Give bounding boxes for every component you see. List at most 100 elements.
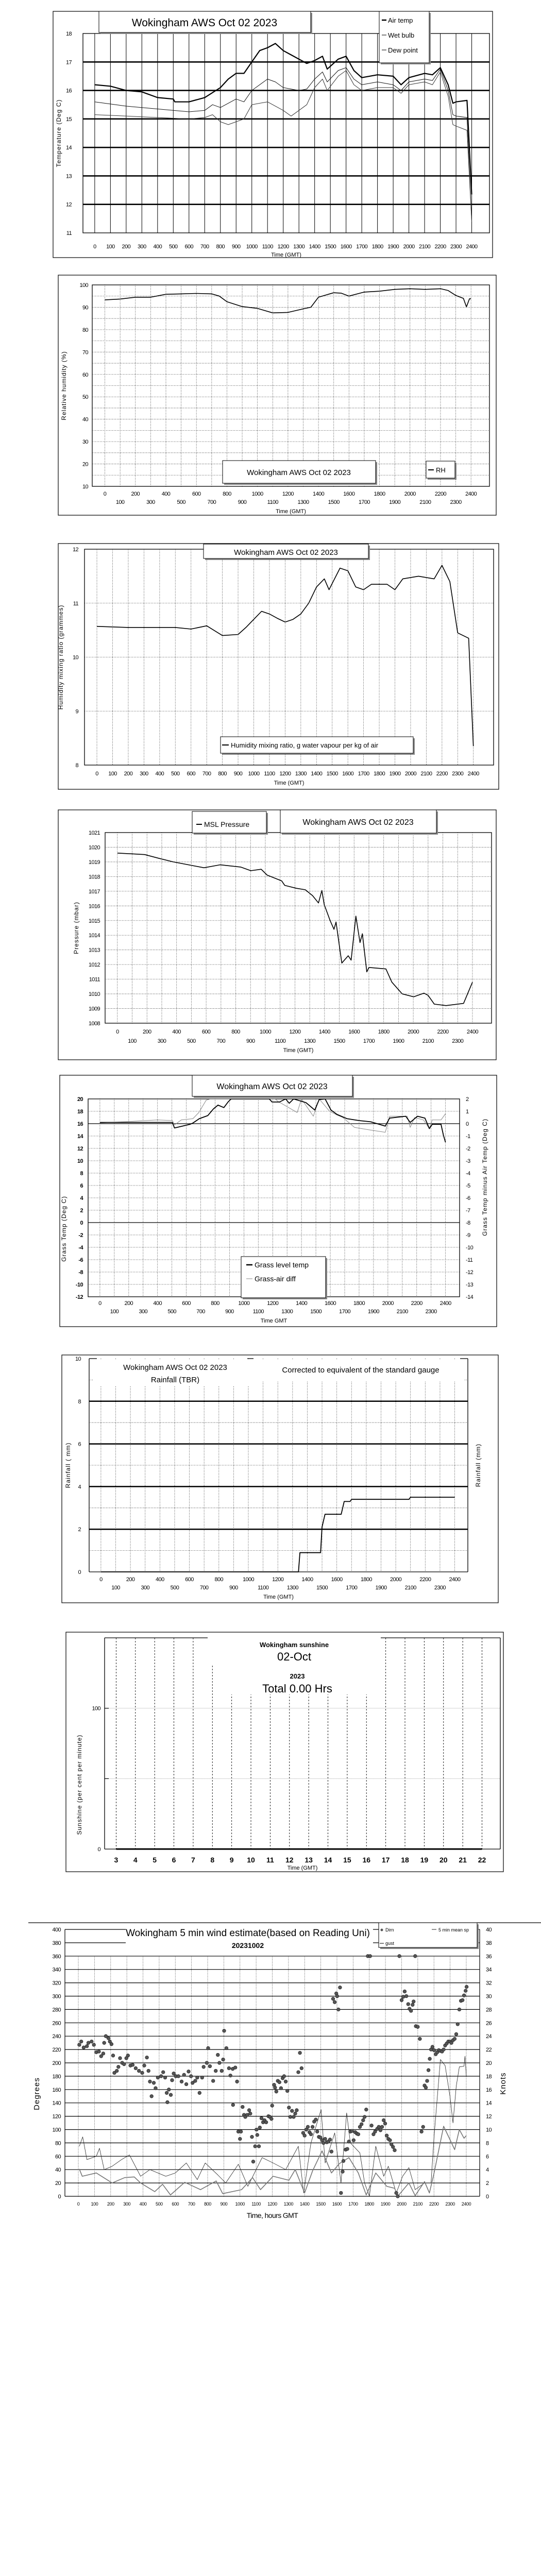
x-tick-label: 19 [420,1856,429,1864]
y-tick-label: 0 [80,1220,83,1226]
y-tick-label: 10 [82,484,89,490]
x-tick-label: 2100 [419,499,431,505]
y-axis-label: Grass Temp (Deg C) [60,1196,67,1262]
x-tick-label: 2000 [397,2201,407,2207]
y-tick-label: 380 [52,1940,61,1946]
chart-title: Wokingham AWS Oct 02 2023 [247,468,351,477]
x-tick-label: 400 [162,491,171,497]
y-tick-label: -12 [76,1294,83,1300]
y-tick-label: 18 [66,31,72,37]
y-tick-label: 400 [52,1927,61,1933]
direction-point [92,2043,96,2047]
y-right-tick-label: -9 [466,1232,470,1239]
x-tick-label: 2300 [450,499,462,505]
y-tick-label: 13 [66,173,72,179]
x-tick-label: 1800 [365,2201,375,2207]
x-tick-label: 700 [202,771,211,777]
direction-point [285,2089,290,2093]
direction-point [369,2124,374,2128]
x-axis-label: Time, hours GMT [247,2211,298,2219]
series-line-air-temp [94,43,472,195]
y-tick-label: 14 [66,145,72,151]
x-tick-label: 21 [459,1856,467,1864]
direction-point [383,2122,387,2126]
x-tick-label: 2400 [465,491,477,497]
y-tick-label: 1021 [89,830,100,836]
direction-point [287,2106,291,2110]
x-tick-label: 2100 [397,1309,409,1315]
title-area [208,1637,381,1665]
y-right-tick-label: 30 [486,1994,492,2000]
x-tick-label: 1800 [372,244,384,250]
direction-point [90,2039,94,2044]
x-tick-label: 0 [93,244,96,250]
direction-point [454,2032,459,2036]
x-tick-label: 2400 [449,1577,461,1583]
y-tick-label: 40 [82,417,89,423]
direction-point [292,2115,296,2119]
y-right-tick-label: 40 [486,1927,492,1933]
direction-point [290,2109,294,2113]
x-tick-label: 800 [231,1029,240,1035]
y-tick-label: 18 [77,1109,83,1115]
x-tick-label: 1700 [346,1585,358,1591]
x-tick-label: 2000 [403,244,415,250]
direction-point [406,2002,410,2006]
direction-point [79,2039,83,2044]
direction-point [409,2009,413,2013]
x-tick-label: 1000 [238,1300,250,1307]
x-tick-label: 1400 [319,1029,331,1035]
x-tick-label: 1500 [310,1309,322,1315]
y-tick-label: 16 [66,88,72,94]
direction-point [222,2029,226,2033]
y-tick-label: 200 [52,2060,61,2066]
x-tick-label: 600 [172,2201,179,2207]
x-tick-label: 1700 [363,1038,375,1044]
direction-point [217,2061,222,2065]
direction-point [382,2118,386,2123]
y-axis-label: Rainfall ( mm) [64,1443,72,1488]
x-tick-label: 1000 [252,491,264,497]
direction-point [151,2081,156,2085]
y-tick-label: 30 [82,439,89,445]
x-tick-label: 2400 [440,1300,452,1307]
y-tick-label: 20 [82,462,89,468]
x-tick-label: 1400 [313,491,325,497]
y-tick-label: 100 [52,2127,61,2133]
direction-point [362,2115,367,2119]
y-tick-label: 14 [77,1133,84,1140]
x-tick-label: 1300 [293,244,305,250]
y-tick-label: 0 [78,1569,81,1575]
direction-point [97,2049,101,2054]
x-tick-label: 900 [234,771,243,777]
direction-point [81,2045,86,2049]
x-axis-label: Time (GMT) [283,1047,314,1054]
x-tick-label: 1100 [253,1309,264,1315]
direction-point [205,2061,209,2065]
x-tick-label: 1100 [262,244,274,250]
direction-point [391,2145,395,2149]
x-tick-label: 1800 [378,1029,390,1035]
legend-label: gust [385,1941,395,1946]
direction-point [419,2129,424,2134]
direction-point [273,2086,277,2090]
y-tick-label: 6 [80,1183,83,1189]
direction-point [197,2091,201,2095]
direction-point [277,2080,281,2084]
y-tick-label: 17 [66,59,72,65]
chart-subtitle: Rainfall (TBR) [151,1376,199,1384]
x-tick-label: 900 [225,1309,234,1315]
x-tick-label: 1400 [296,1300,308,1307]
legend-label: Wet bulb [388,31,414,39]
x-tick-label: 3 [114,1856,119,1864]
direction-point [399,1998,404,2002]
title-box [280,809,437,834]
direction-point [270,2104,274,2108]
direction-point [306,2125,310,2129]
y-right-tick-label: -3 [466,1158,470,1164]
x-tick-label: 500 [171,771,180,777]
y-tick-label: 60 [82,372,89,378]
x-tick-label: 1800 [374,491,385,497]
x-tick-label: 1700 [358,771,370,777]
direction-point [104,2034,108,2038]
